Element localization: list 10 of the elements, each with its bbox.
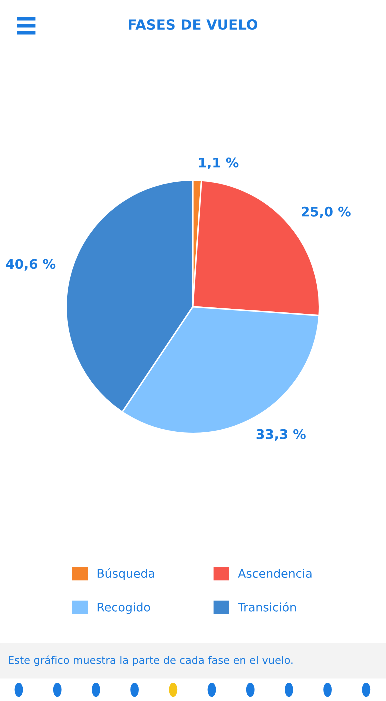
data-label: 25,0 % [302,206,351,219]
chart-title: FASES DE VUELO [129,20,258,30]
data-label: 40,6 % [6,259,56,271]
data-label: 1,1 % [199,158,239,170]
text: Este gráfico muestra la parte de cada fase en el vuelo. [9,656,293,666]
legend-label: Ascendencia [238,568,312,578]
data-label: 33,3 % [256,429,306,442]
legend-label: Transición [238,602,296,612]
legend-label: Recogido [98,602,150,614]
legend-label: Búsqueda [98,568,154,580]
